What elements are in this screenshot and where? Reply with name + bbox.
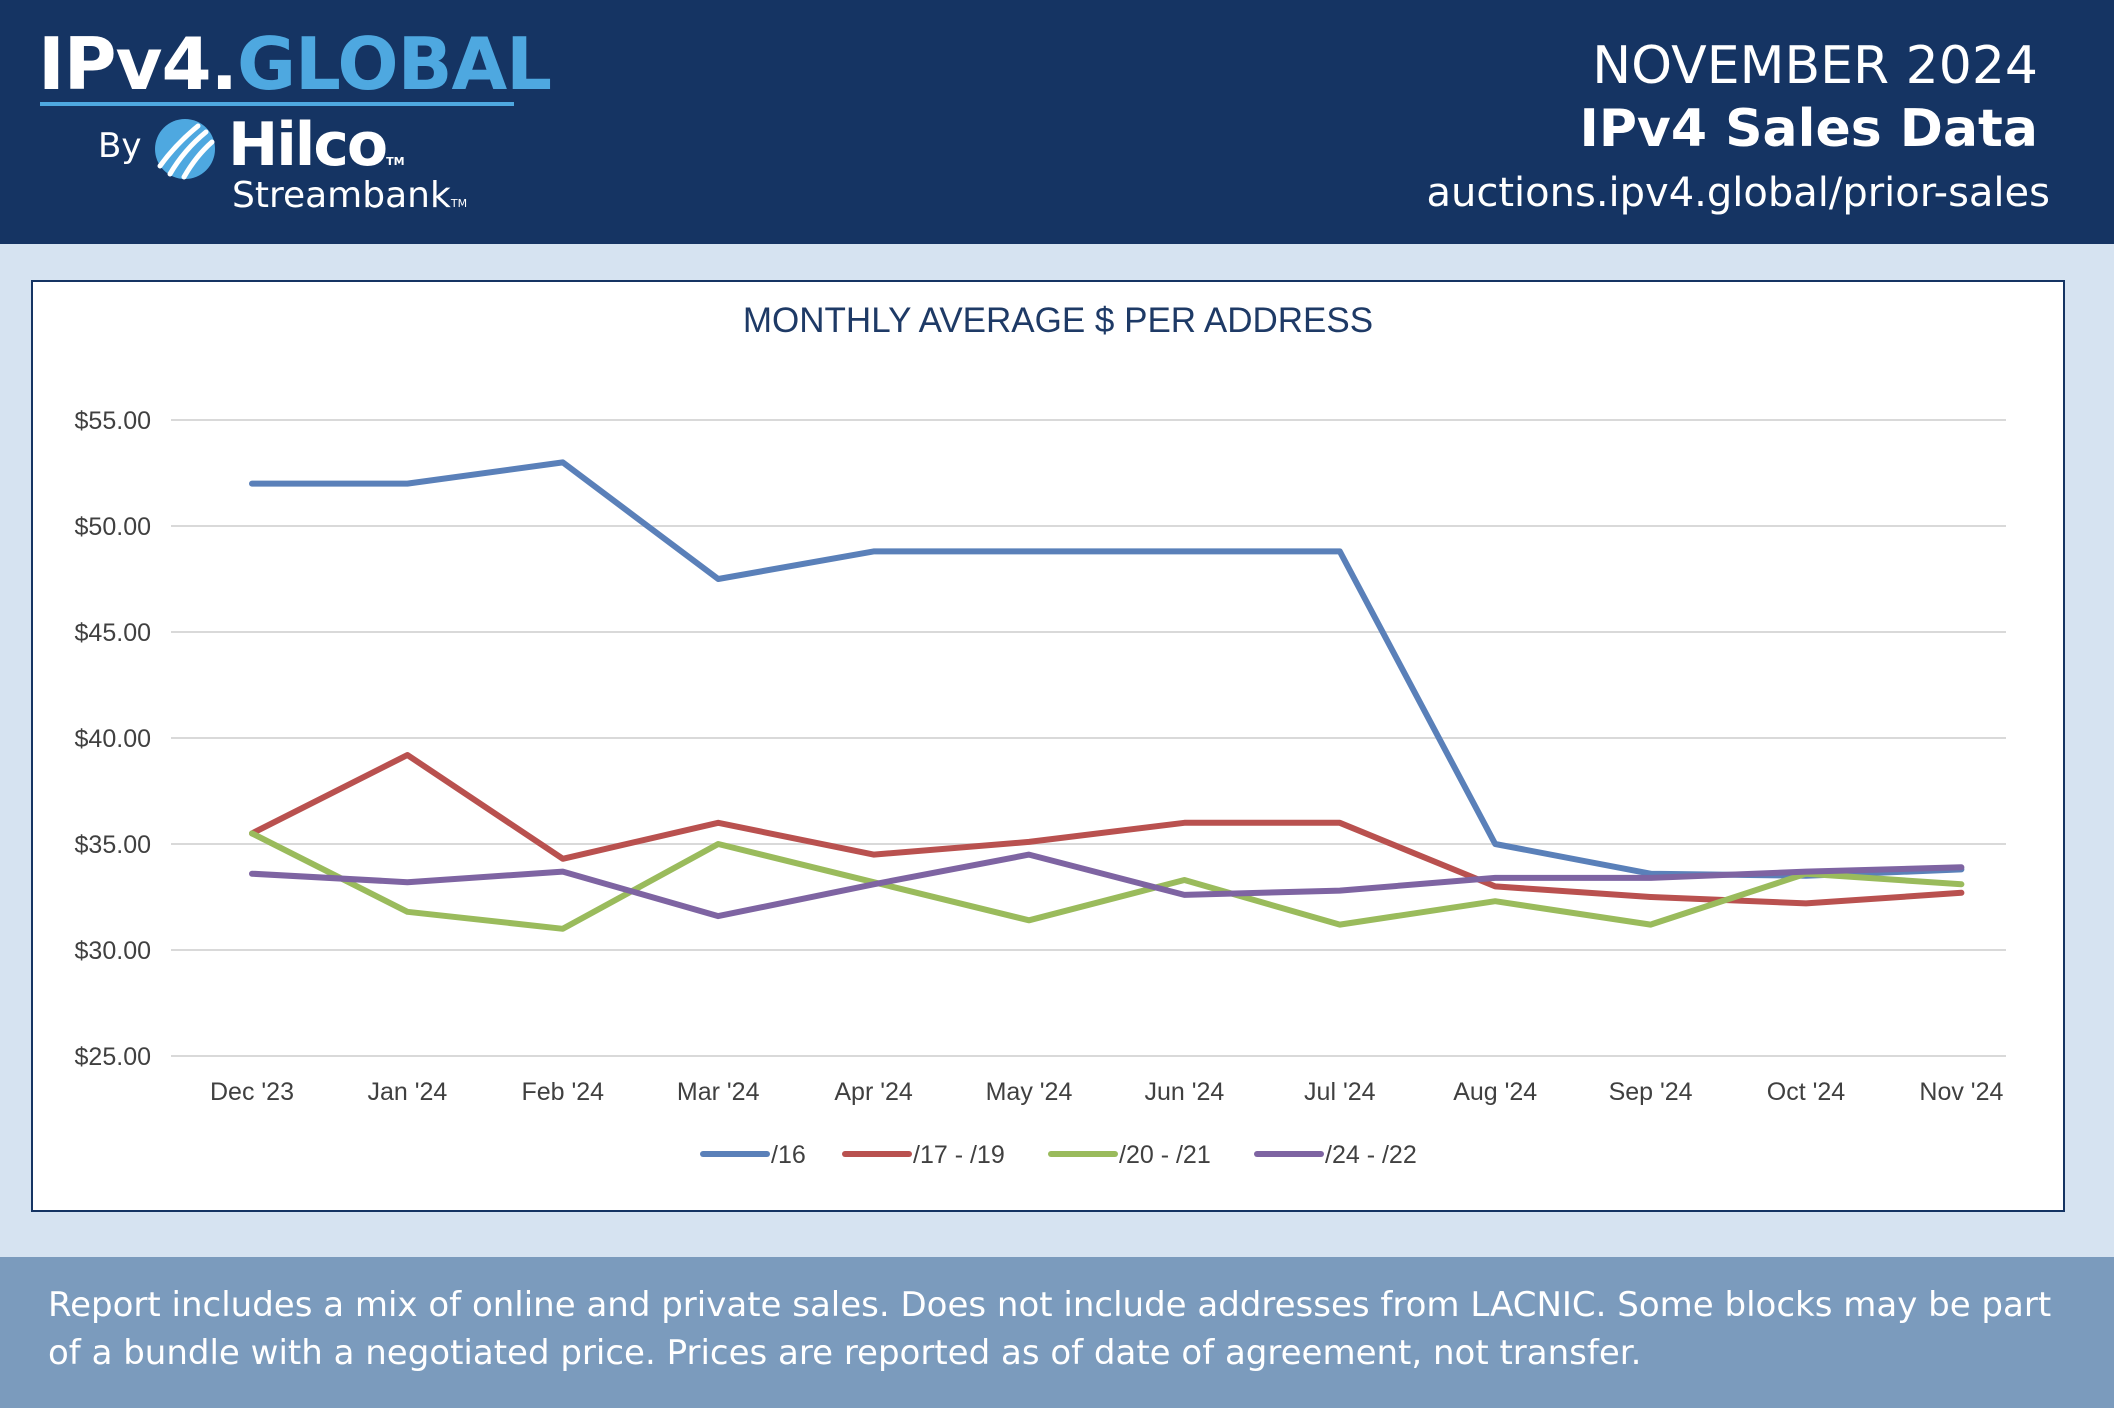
hilco-trademark: TM xyxy=(386,155,405,168)
x-tick-label: Dec '23 xyxy=(210,1078,294,1106)
x-tick-label: Oct '24 xyxy=(1767,1078,1846,1106)
streambank-name: Streambank xyxy=(232,175,451,216)
report-month: NOVEMBER 2024 xyxy=(1592,36,2038,96)
series-line-1[interactable] xyxy=(249,459,1965,879)
x-tick-label: Jan '24 xyxy=(367,1078,447,1106)
y-tick-label: $30.00 xyxy=(75,937,151,965)
footer-banner: Report includes a mix of online and priv… xyxy=(0,1257,2114,1408)
logo-underline xyxy=(40,102,514,106)
legend-label[interactable]: /24 - /22 xyxy=(1325,1141,1417,1169)
x-axis-ticks: Dec '23 Jan '24 Feb '24 Mar '24 Apr '24 May '… xyxy=(210,1078,2003,1106)
chart-panel: MONTHLY AVERAGE $ PER ADDRESS $25.00 $30.… xyxy=(31,280,2065,1212)
chart-title: MONTHLY AVERAGE $ PER ADDRESS xyxy=(743,301,1373,340)
x-tick-label: Feb '24 xyxy=(521,1078,604,1106)
streambank-logo-text: StreambankTM xyxy=(232,174,467,226)
x-tick-label: May '24 xyxy=(986,1078,1073,1106)
gridlines xyxy=(171,419,2006,1057)
series-line-4[interactable] xyxy=(249,851,1965,920)
y-tick-label: $55.00 xyxy=(75,407,151,435)
x-tick-label: Jul '24 xyxy=(1304,1078,1376,1106)
hilco-logo-text: HilcoTM xyxy=(228,110,405,197)
line-chart: MONTHLY AVERAGE $ PER ADDRESS $25.00 $30.… xyxy=(75,301,2006,1169)
report-url-link[interactable]: auctions.ipv4.global/prior-sales xyxy=(1426,170,2051,216)
x-tick-label: Nov '24 xyxy=(1919,1078,2003,1106)
series-line-2[interactable] xyxy=(249,752,1965,907)
legend: /16/17 - /19/20 - /21/24 - /22 xyxy=(700,1141,1417,1169)
logo-text-global: GLOBAL xyxy=(236,22,552,106)
legend-label[interactable]: /20 - /21 xyxy=(1119,1141,1211,1169)
y-tick-label: $50.00 xyxy=(75,513,151,541)
x-tick-label: Mar '24 xyxy=(677,1078,760,1106)
y-tick-label: $25.00 xyxy=(75,1043,151,1071)
logo-text-ipv4: IPv4. xyxy=(38,22,238,106)
series-line-3[interactable] xyxy=(249,830,1965,932)
report-title: IPv4 Sales Data xyxy=(1579,99,2038,159)
y-tick-label: $35.00 xyxy=(75,831,151,859)
y-tick-label: $40.00 xyxy=(75,725,151,753)
header-banner: IPv4.GLOBAL By HilcoTM StreambankTM NOVE… xyxy=(0,0,2114,244)
y-axis-ticks: $25.00 $30.00 $35.00 $40.00 $45.00 $50.00 $55.… xyxy=(75,407,151,1071)
legend-label[interactable]: /17 - /19 xyxy=(913,1141,1005,1169)
streambank-trademark: TM xyxy=(450,197,468,210)
ipv4-global-logo[interactable]: IPv4.GLOBAL xyxy=(38,22,552,106)
x-tick-label: Jun '24 xyxy=(1144,1078,1224,1106)
x-tick-label: Apr '24 xyxy=(834,1078,913,1106)
legend-label[interactable]: /16 xyxy=(771,1141,806,1169)
logo-by-text: By xyxy=(98,126,142,166)
hilco-name: Hilco xyxy=(228,110,388,180)
series-lines xyxy=(249,459,1965,932)
hilco-globe-icon xyxy=(155,119,215,180)
footer-disclaimer: Report includes a mix of online and priv… xyxy=(48,1285,2052,1373)
x-tick-label: Sep '24 xyxy=(1609,1078,1693,1106)
y-tick-label: $45.00 xyxy=(75,619,151,647)
x-tick-label: Aug '24 xyxy=(1453,1078,1537,1106)
